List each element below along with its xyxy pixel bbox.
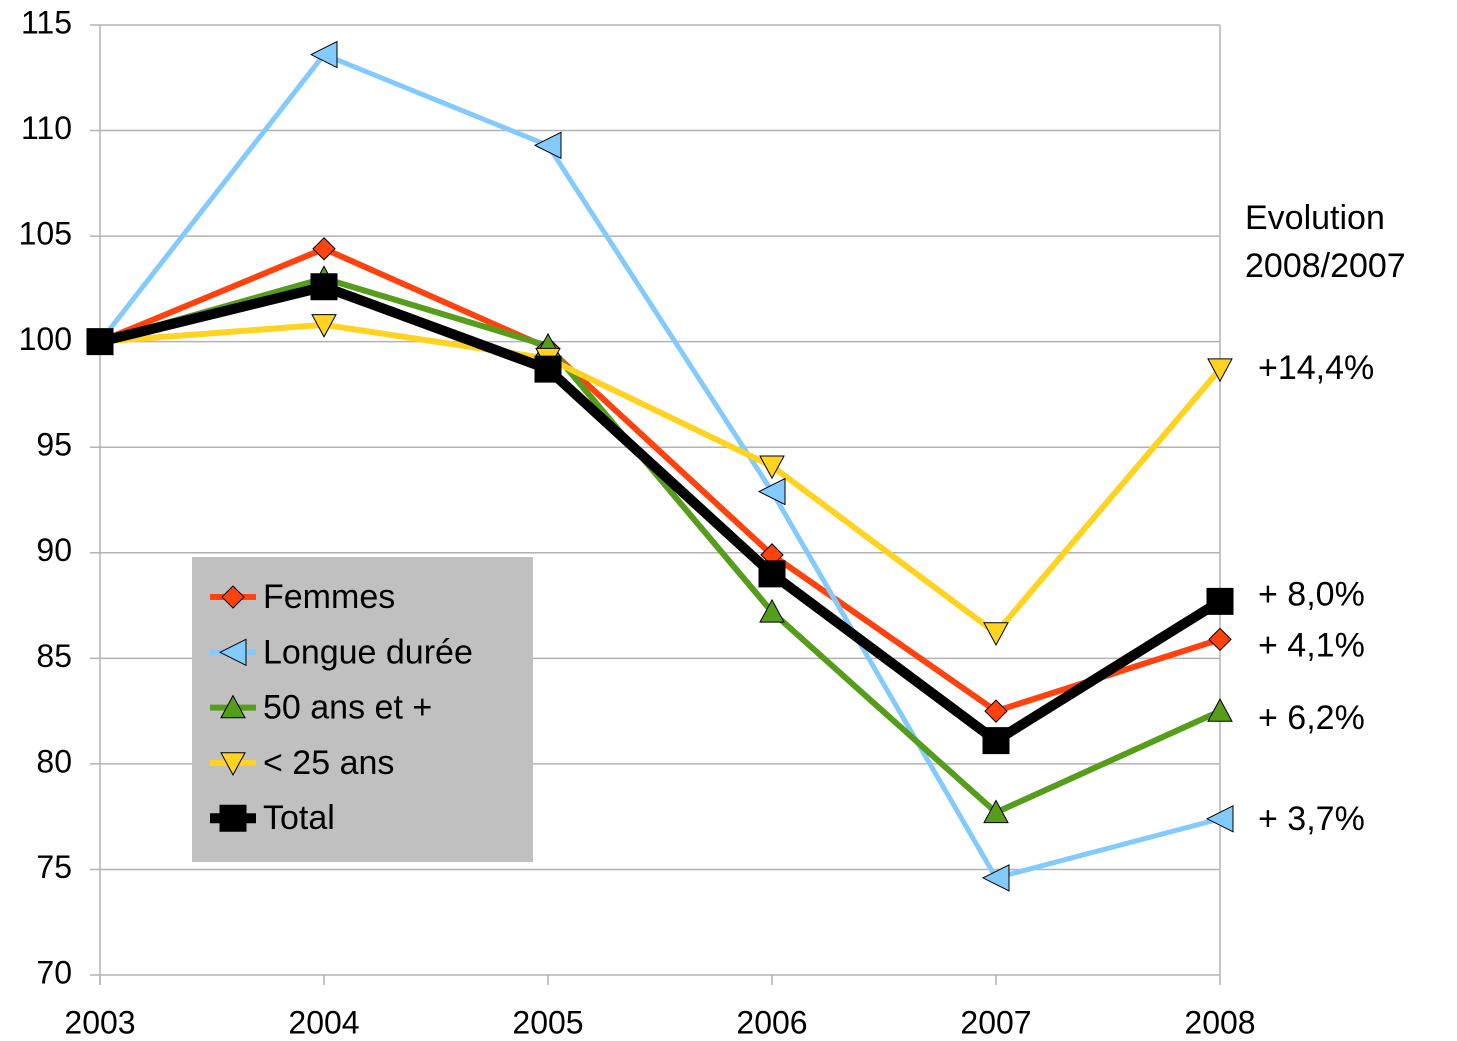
marker: [311, 314, 337, 338]
series-line: [98, 281, 1223, 747]
evolution-label: + 4,1%: [1258, 626, 1365, 664]
marker: [983, 799, 1009, 824]
marker: [759, 598, 785, 623]
marker: [1207, 358, 1233, 383]
marker: [309, 40, 338, 69]
legend-label: 50 ans et +: [263, 689, 432, 727]
marker: [1206, 587, 1234, 615]
series-line: [98, 51, 1221, 881]
marker: [1205, 804, 1234, 833]
legend-label: Total: [263, 799, 335, 837]
marker: [759, 455, 785, 480]
x-tick-label: 2003: [64, 1004, 135, 1040]
evolution-label: + 3,7%: [1258, 800, 1365, 838]
legend-marker: [220, 694, 246, 719]
y-tick-label: 75: [36, 849, 72, 885]
y-tick-label: 105: [19, 216, 72, 252]
y-tick-label: 70: [36, 954, 72, 990]
legend-marker: [218, 638, 247, 667]
evolution-label: + 6,2%: [1258, 699, 1365, 737]
y-tick-label: 95: [36, 427, 72, 463]
marker: [982, 727, 1010, 755]
marker: [981, 864, 1010, 892]
marker: [983, 622, 1009, 647]
evolution-label: +14,4%: [1258, 349, 1374, 387]
legend-label: Longue durée: [263, 633, 473, 671]
marker: [1207, 698, 1233, 722]
marker: [86, 328, 114, 356]
marker: [533, 131, 562, 160]
y-tick-label: 85: [36, 638, 72, 674]
marker: [758, 560, 786, 588]
x-tick-label: 2004: [288, 1004, 359, 1040]
marker: [757, 477, 786, 506]
legend-marker: [219, 804, 247, 832]
series-line: [98, 245, 1221, 715]
annotation-heading: Evolution: [1245, 199, 1385, 237]
x-tick-label: 2008: [1184, 1004, 1255, 1040]
legend-marker: [220, 752, 246, 776]
x-tick-label: 2005: [512, 1004, 583, 1040]
series-line: [99, 275, 1222, 816]
annotation-heading: 2008/2007: [1245, 247, 1406, 285]
marker: [534, 355, 562, 383]
y-tick-label: 110: [21, 110, 72, 146]
legend-marker: [221, 585, 245, 609]
marker: [312, 237, 336, 261]
y-tick-label: 90: [36, 532, 72, 568]
series-line: [99, 321, 1223, 638]
marker: [310, 273, 338, 301]
marker: [1208, 627, 1232, 652]
y-tick-label: 115: [21, 4, 72, 40]
marker: [984, 699, 1008, 723]
y-tick-label: 100: [19, 321, 72, 357]
y-tick-label: 80: [36, 743, 72, 779]
x-tick-label: 2006: [736, 1004, 807, 1040]
evolution-label: + 8,0%: [1258, 575, 1365, 613]
x-tick-label: 2007: [960, 1004, 1031, 1040]
legend-label: Femmes: [263, 578, 395, 616]
legend-label: < 25 ans: [263, 744, 394, 782]
